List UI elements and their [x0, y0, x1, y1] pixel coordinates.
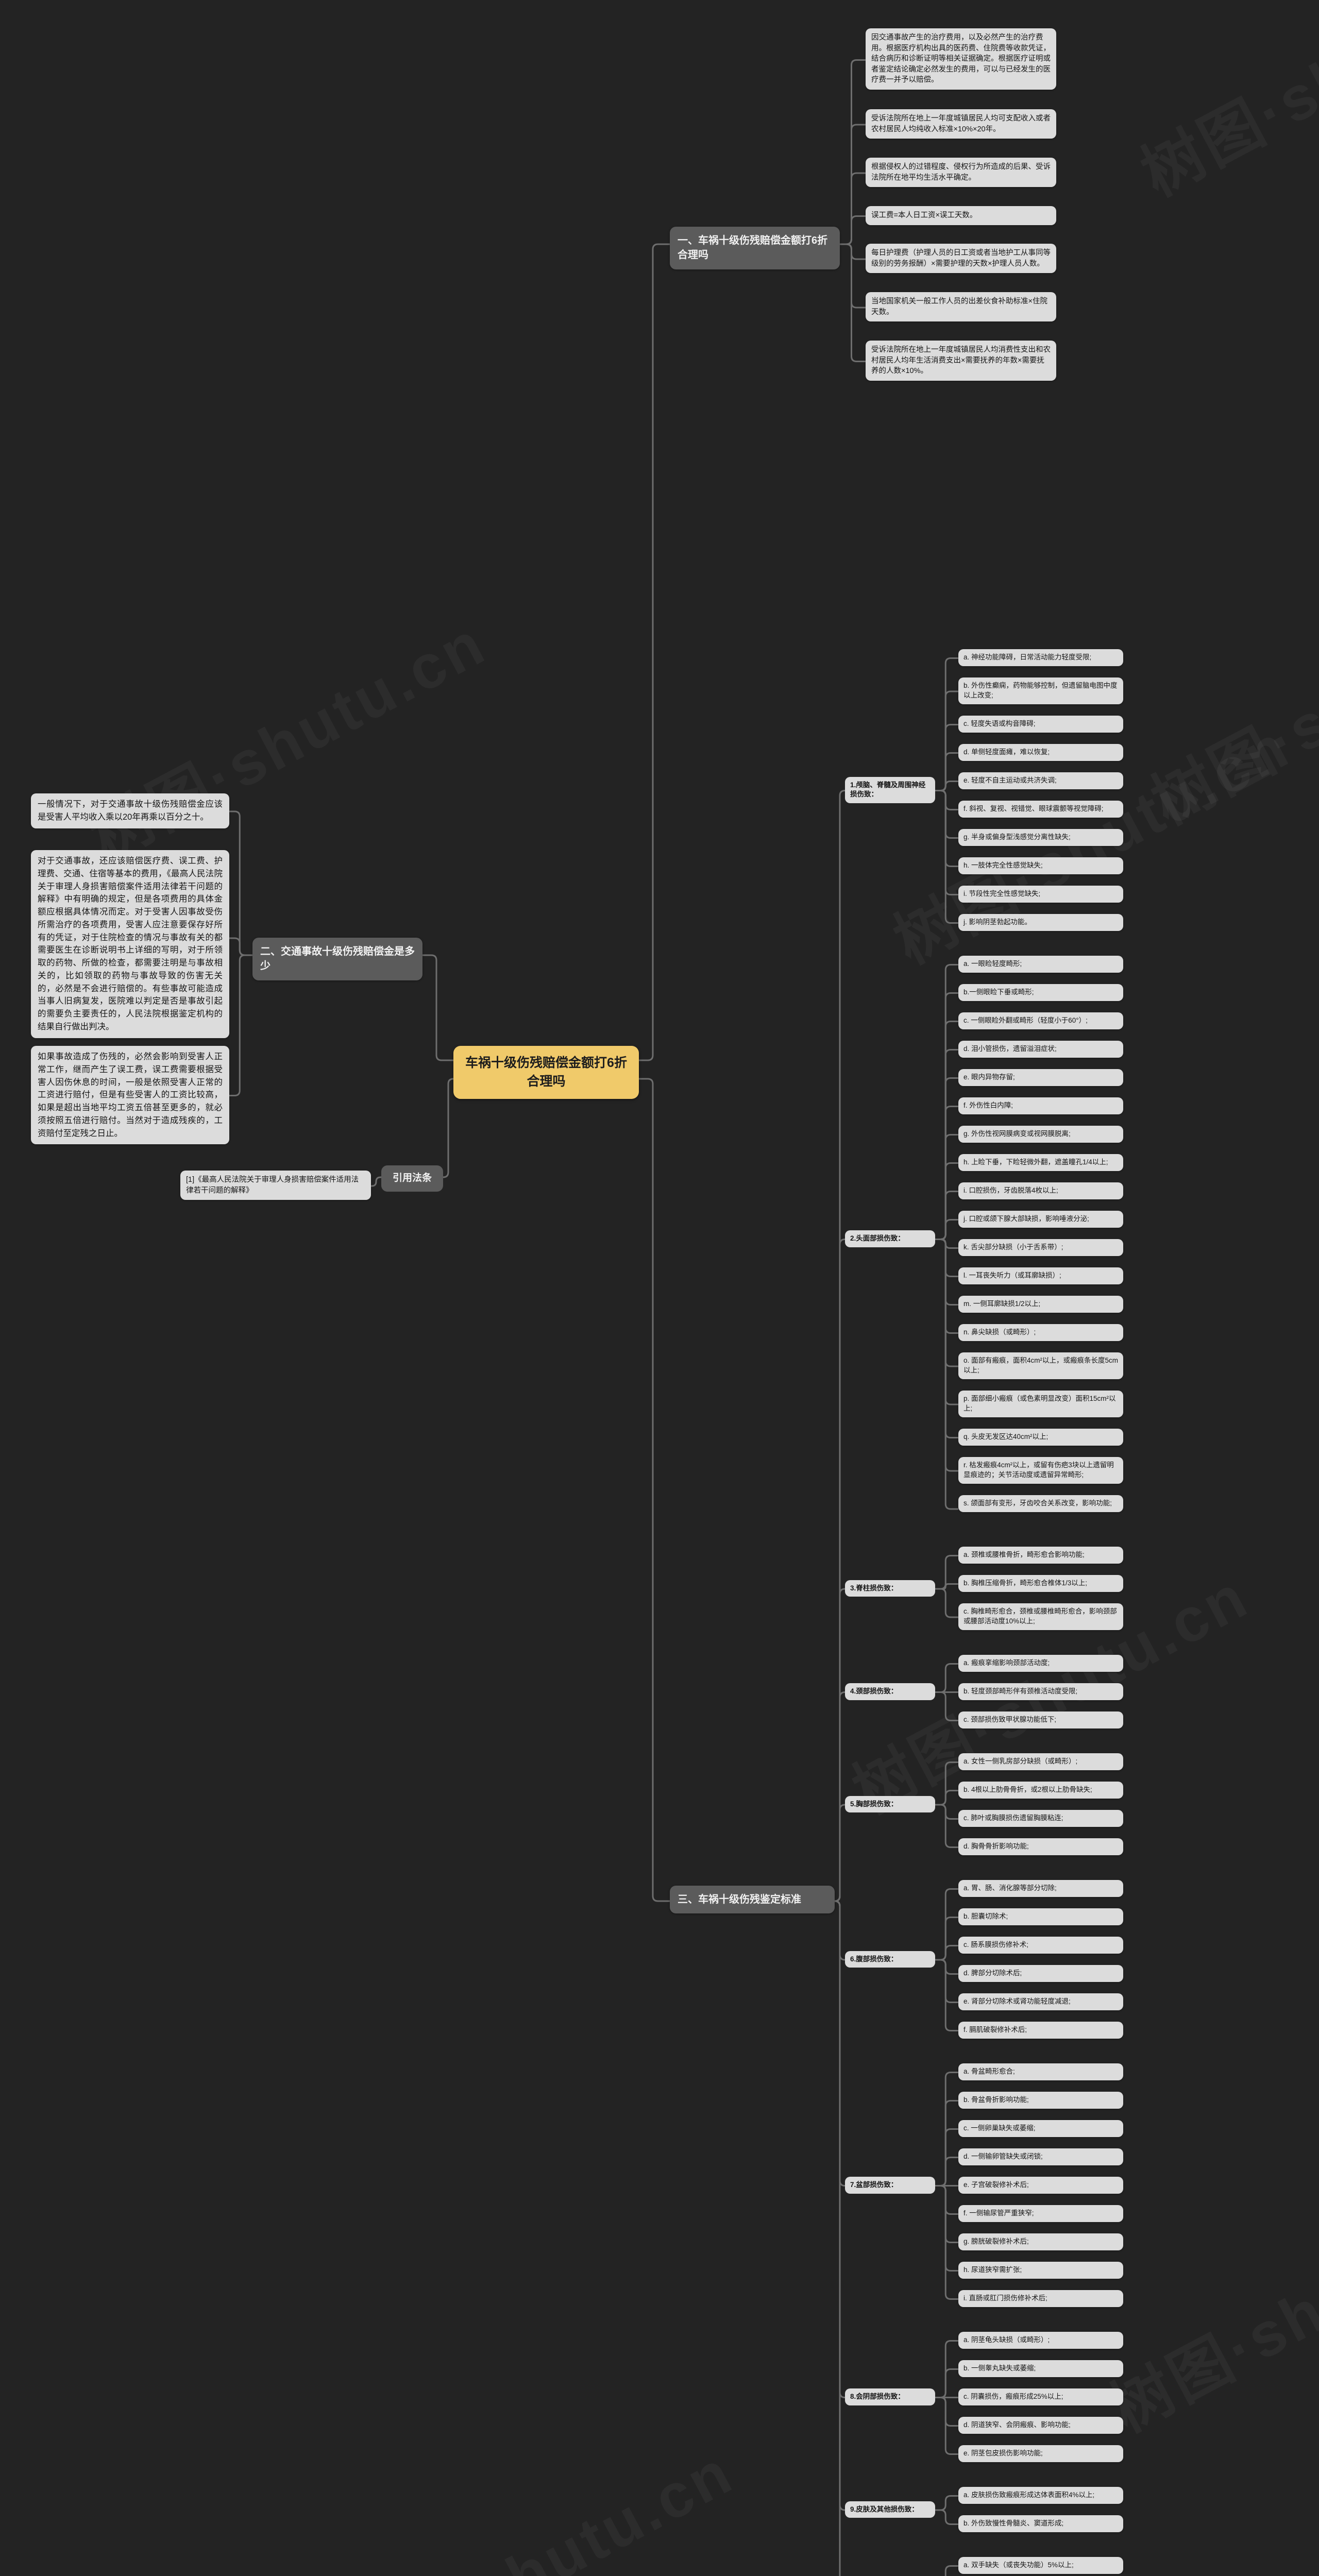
left-paragraph-1[interactable]: 一般情况下，对于交通事故十级伤残赔偿金应该是受害人平均收入乘以20年再乘以百分之… [31, 793, 229, 828]
branch3-cat1-item-4[interactable]: d. 单侧轻度面瘫，难以恢复; [958, 744, 1123, 761]
branch3-cat7-item-3[interactable]: c. 一侧卵巢缺失或萎缩; [958, 2120, 1123, 2137]
branch3-cat2-item-5[interactable]: e. 眼内异物存留; [958, 1069, 1123, 1086]
branch3-cat2-item-1[interactable]: a. 一眼睑轻度畸形; [958, 956, 1123, 973]
branch3-cat2-item-2[interactable]: b.一侧眼睑下垂或畸形; [958, 984, 1123, 1001]
branch3-cat1-item-2[interactable]: b. 外伤性癫痫，药物能够控制，但遗留脑电图中度以上改变; [958, 677, 1123, 704]
branch3-cat8-item-1[interactable]: a. 阴茎龟头缺损（或畸形）; [958, 2332, 1123, 2349]
branch3-cat4-item-2[interactable]: b. 轻度颈部畸形伴有颈椎活动度受限; [958, 1683, 1123, 1700]
branch3-cat7-item-7[interactable]: g. 膀胱破裂修补术后; [958, 2233, 1123, 2250]
branch3-cat7-item-5[interactable]: e. 子宫破裂修补术后; [958, 2177, 1123, 2194]
branch3-cat2-item-3[interactable]: c. 一侧眼睑外翻或畸形（轻度小于60°）; [958, 1012, 1123, 1029]
branch3-cat6-item-1[interactable]: a. 胃、肠、消化腺等部分切除; [958, 1880, 1123, 1897]
branch-node-3[interactable]: 三、车祸十级伤残鉴定标准 [670, 1886, 835, 1914]
branch3-cat6-item-3[interactable]: c. 肠系膜损伤修补术; [958, 1937, 1123, 1954]
citation-branch[interactable]: 引用法条 [381, 1165, 443, 1192]
branch3-cat8-item-5[interactable]: e. 阴茎包皮损伤影响功能; [958, 2445, 1123, 2462]
left-paragraph-2[interactable]: 对于交通事故，还应该赔偿医疗费、误工费、护理费、交通、住宿等基本的费用，《最高人… [31, 850, 229, 1038]
watermark: 树图·shutu.cn [1092, 2165, 1319, 2449]
branch3-cat7-item-8[interactable]: h. 尿道狭窄需扩张; [958, 2262, 1123, 2279]
branch1-item-3[interactable]: 根据侵权人的过错程度、侵权行为所造成的后果、受诉法院所在地平均生活水平确定。 [866, 158, 1056, 188]
branch3-cat9-item-2[interactable]: b. 外伤致慢性骨髓炎、窦道形成; [958, 2515, 1123, 2532]
watermark: 树图·shutu.cn [1134, 558, 1319, 842]
branch1-item-2[interactable]: 受诉法院所在地上一年度城镇居民人均可支配收入或者农村居民人均纯收入标准×10%×… [866, 109, 1056, 139]
branch3-cat1-item-7[interactable]: g. 半身或偏身型浅感觉分离性缺失; [958, 829, 1123, 846]
branch3-cat1-item-10[interactable]: j. 影响阴茎勃起功能。 [958, 914, 1123, 931]
branch3-cat1-item-5[interactable]: e. 轻度不自主运动或共济失调; [958, 772, 1123, 789]
branch3-cat5-item-2[interactable]: b. 4根以上肋骨骨折，或2根以上肋骨缺失; [958, 1782, 1123, 1799]
branch3-cat6-item-4[interactable]: d. 脾部分切除术后; [958, 1965, 1123, 1982]
branch1-item-5[interactable]: 每日护理费（护理人员的日工资或者当地护工从事同等级别的劳务报酬）×需要护理的天数… [866, 244, 1056, 274]
branch3-cat7-item-4[interactable]: d. 一侧输卵管缺失或闭锁; [958, 2148, 1123, 2165]
branch3-category-7[interactable]: 7.盆部损伤致： [845, 2177, 935, 2194]
branch3-cat5-item-1[interactable]: a. 女性一侧乳房部分缺损（或畸形）; [958, 1753, 1123, 1770]
citation-item-1[interactable]: [1]《最高人民法院关于审理人身损害赔偿案件适用法律若干问题的解释》 [180, 1171, 371, 1200]
branch3-cat1-item-3[interactable]: c. 轻度失语或构音障碍; [958, 716, 1123, 733]
branch3-cat6-item-6[interactable]: f. 膈肌破裂修补术后; [958, 2022, 1123, 2039]
branch3-category-9[interactable]: 9.皮肤及其他损伤致： [845, 2501, 935, 2518]
watermark: 树图·shutu.cn [72, 594, 499, 878]
branch3-cat2-item-12[interactable]: l. 一耳丧失听力（或耳廓缺损）; [958, 1267, 1123, 1284]
branch3-cat5-item-4[interactable]: d. 胸骨骨折影响功能; [958, 1838, 1123, 1855]
branch3-cat7-item-6[interactable]: f. 一侧输尿管严重狭窄; [958, 2205, 1123, 2222]
branch3-cat6-item-2[interactable]: b. 胆囊切除术; [958, 1908, 1123, 1925]
branch3-category-2[interactable]: 2.头面部损伤致： [845, 1230, 935, 1247]
branch3-cat2-item-19[interactable]: s. 颌面部有变形，牙齿咬合关系改变，影响功能; [958, 1495, 1123, 1512]
branch3-cat3-item-3[interactable]: c. 胸椎畸形愈合，颈椎或腰椎畸形愈合，影响颈部或腰部活动度10%以上; [958, 1603, 1123, 1630]
branch3-cat2-item-15[interactable]: o. 面部有瘢痕，面积4cm²以上，或瘢痕条长度5cm以上; [958, 1352, 1123, 1379]
branch3-cat6-item-5[interactable]: e. 肾部分切除术或肾功能轻度减退; [958, 1993, 1123, 2010]
watermark: 树图·shutu.cn [1123, 0, 1319, 213]
branch3-cat4-item-1[interactable]: a. 瘢痕挛缩影响颈部活动度; [958, 1655, 1123, 1672]
branch1-item-7[interactable]: 受诉法院所在地上一年度城镇居民人均消费性支出和农村居民人均年生活消费支出×需要抚… [866, 341, 1056, 381]
branch3-category-3[interactable]: 3.脊柱损伤致： [845, 1580, 935, 1597]
branch3-cat8-item-2[interactable]: b. 一侧睾丸缺失或萎缩; [958, 2360, 1123, 2377]
branch3-cat1-item-9[interactable]: i. 节段性完全性感觉缺失; [958, 886, 1123, 903]
branch3-cat8-item-4[interactable]: d. 阴道狭窄、会阴瘢痕、影响功能; [958, 2417, 1123, 2434]
branch3-category-1[interactable]: 1.颅脑、脊髓及周围神经损伤致： [845, 776, 935, 804]
branch3-cat2-item-13[interactable]: m. 一侧耳廓缺损1/2以上; [958, 1296, 1123, 1313]
branch3-cat2-item-18[interactable]: r. 枯发瘢痕4cm²以上，或留有伤疤3块以上遗留明显痕迹的；关节活动度或遗留异… [958, 1457, 1123, 1484]
branch3-cat7-item-2[interactable]: b. 骨盆骨折影响功能; [958, 2092, 1123, 2109]
branch3-cat7-item-9[interactable]: i. 直肠或肛门损伤修补术后; [958, 2290, 1123, 2307]
branch3-cat1-item-1[interactable]: a. 神经功能障碍，日常活动能力轻度受限; [958, 649, 1123, 666]
branch3-cat1-item-8[interactable]: h. 一肢体完全性感觉缺失; [958, 857, 1123, 874]
branch3-cat9-item-1[interactable]: a. 皮肤损伤致瘢痕形成达体表面积4%以上; [958, 2487, 1123, 2504]
branch3-cat2-item-7[interactable]: g. 外伤性视网膜病变或视网膜脱离; [958, 1126, 1123, 1143]
branch3-cat2-item-10[interactable]: j. 口腔或颌下腺大部缺损，影响唾液分泌; [958, 1211, 1123, 1228]
branch3-cat8-item-3[interactable]: c. 阴囊损伤，瘢痕形成25%以上; [958, 2388, 1123, 2405]
branch3-category-5[interactable]: 5.胸部损伤致： [845, 1795, 935, 1813]
branch3-category-6[interactable]: 6.腹部损伤致： [845, 1951, 935, 1968]
branch3-cat2-item-8[interactable]: h. 上睑下垂，下睑轻微外翻，遮盖瞳孔1/4以上; [958, 1154, 1123, 1171]
watermark: 树图·shutu.cn [319, 2423, 747, 2576]
branch3-category-8[interactable]: 8.会阴部损伤致： [845, 2388, 935, 2405]
branch3-cat2-item-17[interactable]: q. 头皮无发区达40cm²以上; [958, 1429, 1123, 1446]
branch3-cat7-item-1[interactable]: a. 骨盆畸形愈合; [958, 2063, 1123, 2080]
branch3-cat2-item-6[interactable]: f. 外伤性白内障; [958, 1097, 1123, 1114]
left-paragraph-3[interactable]: 如果事故造成了伤残的，必然会影响到受害人正常工作，继而产生了误工费，误工费需要根… [31, 1046, 229, 1145]
branch3-cat2-item-4[interactable]: d. 泪小管损伤，遗留溢泪症状; [958, 1041, 1123, 1058]
branch3-cat5-item-3[interactable]: c. 肺叶或胸膜损伤遗留胸膜粘连; [958, 1810, 1123, 1827]
branch3-cat4-item-3[interactable]: c. 颈部损伤致甲状腺功能低下; [958, 1711, 1123, 1728]
branch3-cat2-item-14[interactable]: n. 鼻尖缺损（或畸形）; [958, 1324, 1123, 1341]
branch1-item-1[interactable]: 因交通事故产生的治疗费用，以及必然产生的治疗费用。根据医疗机构出具的医药费、住院… [866, 28, 1056, 90]
branch3-category-4[interactable]: 4.颈部损伤致： [845, 1683, 935, 1700]
branch-node-1[interactable]: 一、车祸十级伤残赔偿金额打6折合理吗 [670, 227, 840, 269]
branch3-cat2-item-11[interactable]: k. 舌尖部分缺损（小于舌系带）; [958, 1239, 1123, 1256]
root-node[interactable]: 车祸十级伤残赔偿金额打6折合理吗 [453, 1046, 639, 1099]
branch1-item-6[interactable]: 当地国家机关一般工作人员的出差伙食补助标准×住院天数。 [866, 292, 1056, 322]
branch1-item-4[interactable]: 误工费=本人日工资×误工天数。 [866, 206, 1056, 225]
branch3-cat3-item-2[interactable]: b. 胸椎压缩骨折，畸形愈合椎体1/3以上; [958, 1575, 1123, 1592]
branch3-cat10-item-1[interactable]: a. 双手缺失（或丧失功能）5%以上; [958, 2557, 1123, 2574]
branch-node-2[interactable]: 二、交通事故十级伤残赔偿金是多少 [252, 938, 422, 980]
branch3-cat1-item-6[interactable]: f. 斜视、复视、视错觉、眼球震颤等视觉障碍; [958, 801, 1123, 818]
branch3-cat2-item-9[interactable]: i. 口腔损伤，牙齿脱落4枚以上; [958, 1182, 1123, 1199]
branch3-cat3-item-1[interactable]: a. 颈椎或腰椎骨折，畸形愈合影响功能; [958, 1547, 1123, 1564]
branch3-cat2-item-16[interactable]: p. 面部细小瘢痕（或色素明显改变）面积15cm²以上; [958, 1391, 1123, 1417]
